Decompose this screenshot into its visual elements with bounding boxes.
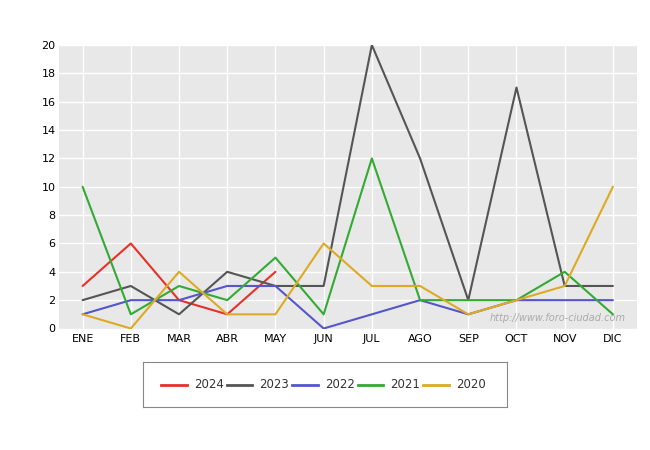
Text: 2023: 2023 <box>259 378 289 391</box>
Text: 2022: 2022 <box>325 378 355 391</box>
Text: 2021: 2021 <box>391 378 421 391</box>
Text: 2024: 2024 <box>194 378 224 391</box>
Text: http://www.foro-ciudad.com: http://www.foro-ciudad.com <box>489 313 625 323</box>
Text: Matriculaciones de Vehiculos en Alajeró: Matriculaciones de Vehiculos en Alajeró <box>161 8 489 26</box>
Text: 2020: 2020 <box>456 378 486 391</box>
